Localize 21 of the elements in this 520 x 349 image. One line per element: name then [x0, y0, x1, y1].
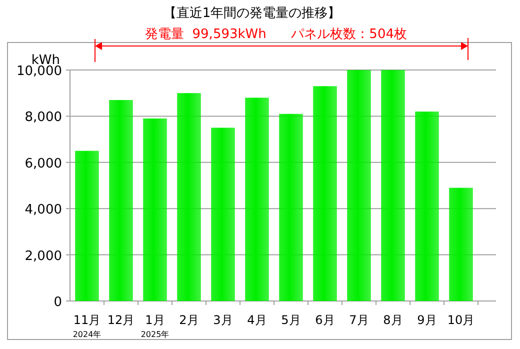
text: 2024年 — [72, 330, 102, 339]
y-tick-label: 0 — [54, 295, 62, 310]
x-tick-label: 2月 — [179, 313, 199, 327]
chart-title: 【直近1年間の発電量の推移】 — [163, 6, 341, 21]
x-tick-label: 7月 — [349, 313, 369, 327]
x-tick-label: 8月 — [383, 313, 403, 327]
x-tick-label: 4月 — [247, 313, 267, 327]
x-tick-label: 11月 — [73, 313, 101, 327]
x-tick-label: 1月 — [145, 313, 165, 327]
x-tick-label: 10月 — [447, 313, 475, 327]
y-tick-label: 6,000 — [24, 156, 62, 172]
x-tick-label: 9月 — [417, 313, 437, 327]
y-tick-label: 4,000 — [24, 202, 62, 218]
x-tick-label: 12月 — [107, 313, 135, 327]
text: 2025年 — [140, 330, 170, 339]
x-tick-label: 6月 — [315, 313, 335, 327]
y-tick-label: 8,000 — [24, 110, 62, 126]
text: 発電量 99,593kWh パネル枚数：504枚 — [145, 27, 407, 42]
y-tick-label: 2,000 — [24, 248, 62, 264]
x-tick-label: 3月 — [213, 313, 233, 327]
x-tick-label: 5月 — [281, 313, 301, 327]
